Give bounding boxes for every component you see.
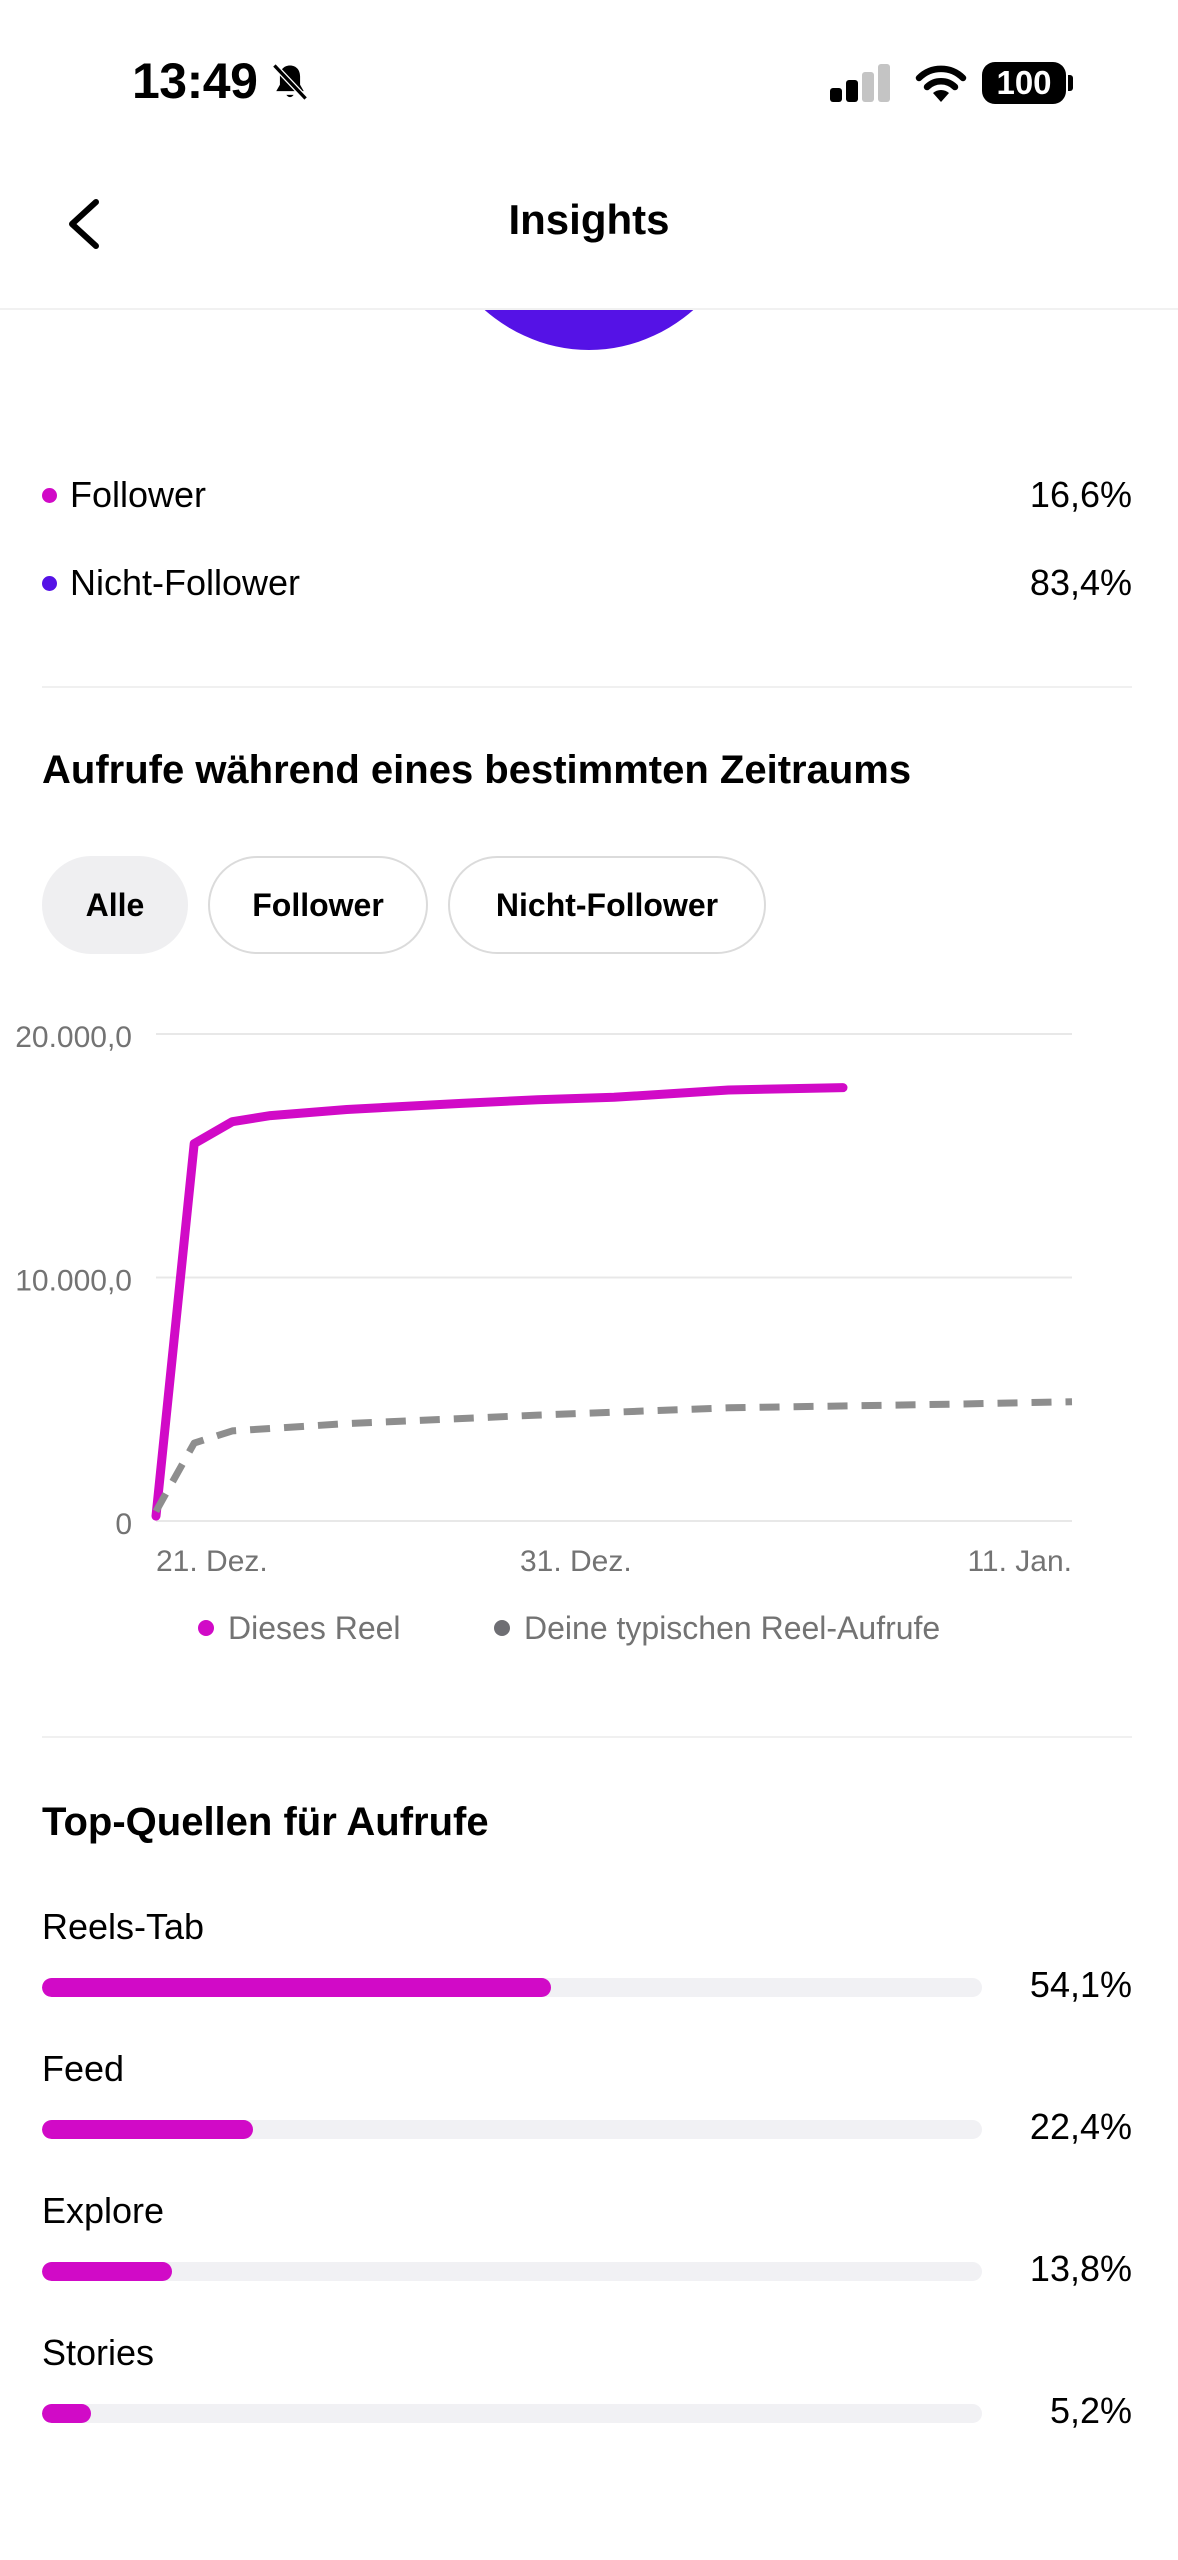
source-value: 5,2% (1049, 2390, 1132, 2431)
source-label: Feed (42, 2048, 125, 2089)
sources-section-title: Top-Quellen für Aufrufe (42, 1800, 489, 1844)
source-label: Explore (42, 2190, 165, 2231)
follower-label: Follower (70, 474, 207, 515)
wifi-icon (915, 65, 967, 102)
battery-cap (1068, 75, 1073, 91)
section-divider (42, 686, 1132, 688)
x-tick-label: 31. Dez. (520, 1545, 632, 1578)
source-bar-track (42, 2262, 982, 2281)
series-line-this-reel (151, 1083, 848, 1521)
source-bar-track (42, 1978, 982, 1997)
non-follower-dot (42, 576, 57, 591)
back-arrow-icon[interactable] (58, 196, 108, 252)
filter-chip-all[interactable]: Alle (42, 856, 188, 954)
legend-row-non-follower: Nicht-Follower 83,4% (42, 558, 1132, 608)
follower-dot (42, 488, 57, 503)
source-bar-fill (42, 2120, 253, 2139)
page-title: Insights (508, 196, 670, 243)
filter-chip-follower[interactable]: Follower (208, 856, 428, 954)
source-bar-track (42, 2404, 982, 2423)
bell-muted-icon (272, 63, 308, 101)
legend-label: Dieses Reel (228, 1610, 401, 1646)
battery-indicator: 100 (982, 62, 1066, 104)
source-value: 22,4% (1029, 2106, 1132, 2147)
source-bar-track (42, 2120, 982, 2139)
y-tick-label: 0 (115, 1508, 132, 1541)
source-label: Reels-Tab (42, 1906, 205, 1947)
donut-chart-fragment (0, 310, 1178, 350)
x-tick-label: 11. Jan. (967, 1545, 1072, 1578)
source-bar-fill (42, 2404, 91, 2423)
cell-signal-icon (830, 64, 892, 102)
source-bar-fill (42, 1978, 551, 1997)
legend-dot (198, 1620, 214, 1636)
source-value: 54,1% (1029, 1964, 1132, 2005)
series-line-typical-views (152, 1398, 1073, 1514)
section-divider (42, 1736, 1132, 1738)
non-follower-value: 83,4% (1029, 562, 1132, 603)
legend-label: Deine typischen Reel-Aufrufe (524, 1610, 940, 1646)
source-value: 13,8% (1029, 2248, 1132, 2289)
filter-chip-non-follower[interactable]: Nicht-Follower (448, 856, 766, 954)
y-tick-label: 10.000,0 (15, 1265, 132, 1298)
follower-value: 16,6% (1029, 474, 1132, 515)
legend-row-follower: Follower 16,6% (42, 470, 1132, 520)
y-tick-label: 20.000,0 (15, 1021, 132, 1054)
source-label: Stories (42, 2332, 155, 2373)
non-follower-label: Nicht-Follower (70, 562, 301, 603)
status-time: 13:49 (132, 53, 258, 109)
legend-dot (494, 1620, 510, 1636)
views-line-chart: 20.000,0 10.000,0 0 21. Dez. 31. Dez. 11. Ja… (15, 1021, 1073, 1646)
source-bar-fill (42, 2262, 172, 2281)
x-tick-label: 21. Dez. (156, 1545, 268, 1578)
views-section-title: Aufrufe während eines bestimmten Zeitrau… (42, 748, 912, 792)
header-divider (0, 308, 1178, 310)
